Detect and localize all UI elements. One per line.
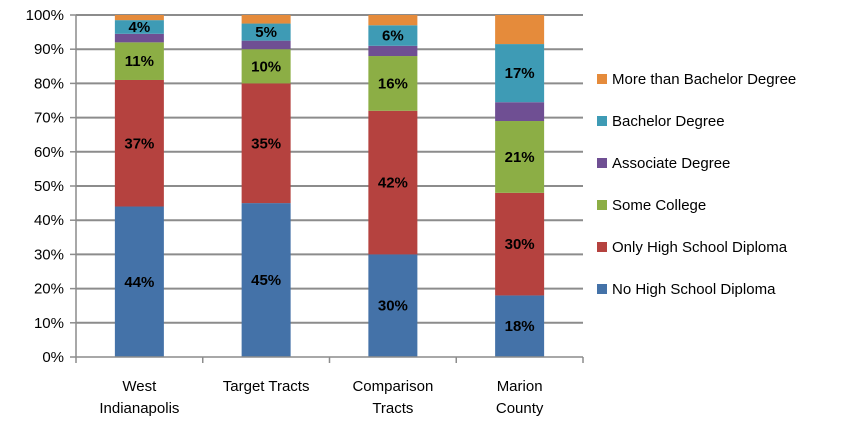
- bar-segment: [495, 44, 545, 103]
- x-category-label: Indianapolis: [99, 400, 179, 417]
- bar-segment: [368, 56, 418, 111]
- bar-segment: [114, 206, 164, 357]
- legend-swatch: [597, 158, 607, 168]
- legend-swatch: [597, 74, 607, 84]
- bar-segment: [368, 110, 418, 255]
- data-label: 37%: [124, 135, 154, 152]
- data-label: 45%: [251, 272, 281, 289]
- bar-segment: [241, 40, 291, 50]
- y-tick-label: 50%: [34, 178, 64, 195]
- data-label: 30%: [505, 236, 535, 253]
- data-label: 35%: [251, 135, 281, 152]
- legend-swatch: [597, 200, 607, 210]
- y-tick-label: 10%: [34, 315, 64, 332]
- data-label: 18%: [505, 318, 535, 335]
- data-label: 16%: [378, 75, 408, 92]
- legend-swatch: [597, 116, 607, 126]
- y-tick-label: 60%: [34, 144, 64, 161]
- y-tick-label: 40%: [34, 212, 64, 229]
- data-label: 4%: [129, 19, 151, 36]
- data-label: 5%: [255, 24, 277, 41]
- data-label: 17%: [505, 65, 535, 82]
- x-category-label: County: [496, 400, 544, 417]
- data-label: 42%: [378, 175, 408, 192]
- y-tick-label: 90%: [34, 41, 64, 58]
- y-tick-label: 20%: [34, 281, 64, 298]
- x-category-label: Target Tracts: [223, 378, 310, 395]
- y-tick-label: 100%: [26, 7, 64, 24]
- bar-segment: [241, 23, 291, 41]
- bar-segment: [495, 15, 545, 45]
- bar-segment: [368, 15, 418, 26]
- bar-segment: [241, 15, 291, 24]
- data-label: 44%: [124, 274, 154, 291]
- bar-segment: [495, 192, 545, 296]
- y-tick-label: 80%: [34, 75, 64, 92]
- bar-segment: [114, 42, 164, 80]
- bar-segment: [495, 121, 545, 193]
- legend-entry-label: Some College: [612, 197, 706, 214]
- x-category-label: West: [122, 378, 157, 395]
- bar-segment: [114, 15, 164, 21]
- bar-segment: [368, 25, 418, 46]
- bar-segment: [241, 203, 291, 357]
- y-tick-label: 70%: [34, 110, 64, 127]
- data-label: 30%: [378, 298, 408, 315]
- bar-segment: [241, 49, 291, 84]
- y-tick-label: 0%: [42, 349, 64, 366]
- data-label: 10%: [251, 58, 281, 75]
- data-label: 6%: [382, 28, 404, 45]
- legend-swatch: [597, 284, 607, 294]
- data-label: 11%: [125, 53, 154, 70]
- legend-entry-label: Associate Degree: [612, 155, 730, 172]
- bar-segment: [114, 79, 164, 207]
- x-category-label: Comparison: [352, 378, 433, 395]
- legend-swatch: [597, 242, 607, 252]
- legend-entry-label: No High School Diploma: [612, 281, 776, 298]
- bar-segment: [495, 295, 545, 357]
- y-tick-label: 30%: [34, 246, 64, 263]
- legend-entry-label: Bachelor Degree: [612, 113, 725, 130]
- x-category-label: Tracts: [372, 400, 413, 417]
- data-label: 21%: [505, 149, 535, 166]
- bar-segment: [368, 254, 418, 357]
- legend-entry-label: More than Bachelor Degree: [612, 71, 796, 88]
- bar-segment: [368, 45, 418, 57]
- bar-segment: [114, 20, 164, 34]
- x-category-label: Marion: [497, 378, 543, 395]
- bar-segment: [114, 33, 164, 43]
- legend-entry-label: Only High School Diploma: [612, 239, 788, 256]
- bar-segment: [495, 102, 545, 122]
- bar-segment: [241, 83, 291, 204]
